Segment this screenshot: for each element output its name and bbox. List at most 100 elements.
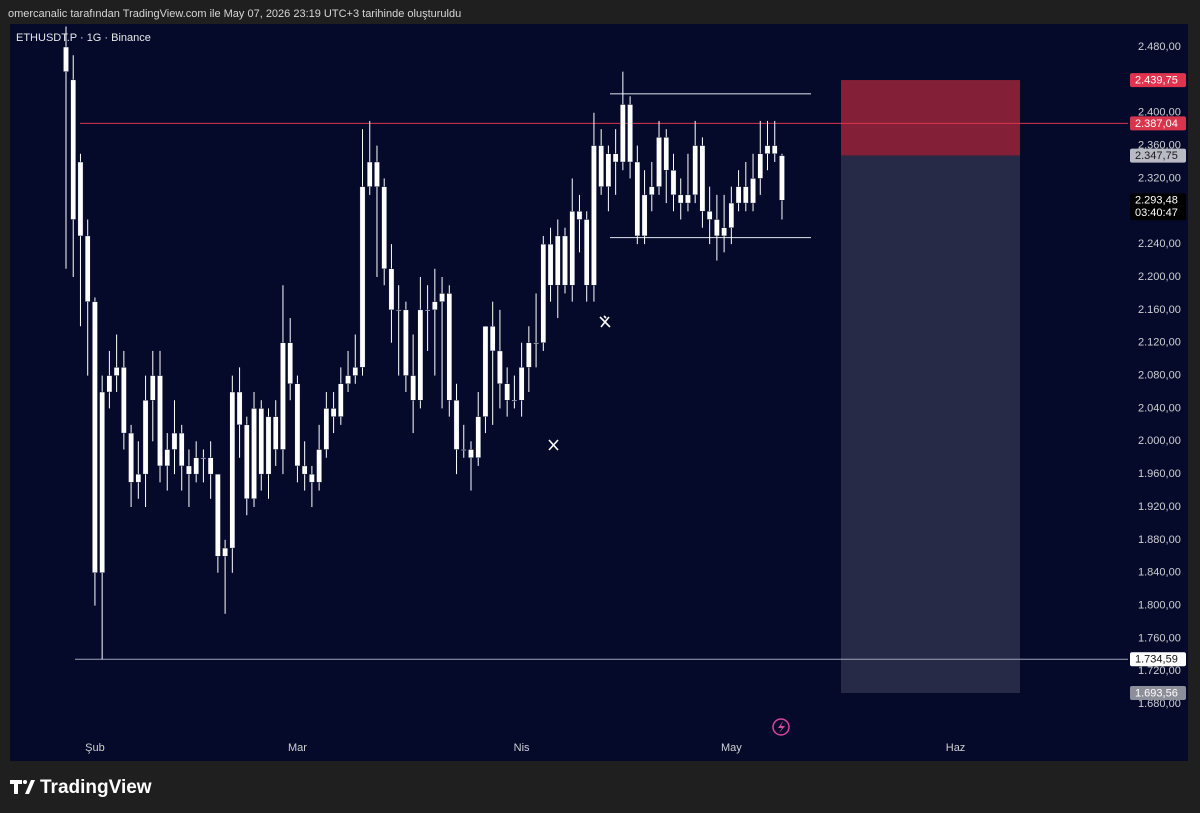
candle-body [627, 104, 633, 163]
caption: omercanalic tarafından TradingView.com i… [8, 8, 461, 20]
candle-body [388, 268, 395, 311]
y-tick-label: 2.080,00 [1138, 369, 1181, 381]
y-tick-label: 2.120,00 [1138, 337, 1181, 349]
candle-body [157, 375, 163, 467]
y-tick-label: 1.840,00 [1138, 567, 1181, 579]
candle-body [395, 309, 402, 312]
y-tick-label: 1.880,00 [1138, 534, 1181, 546]
candle-body [243, 424, 250, 499]
candle-body [497, 350, 503, 384]
candle-body [562, 235, 568, 286]
candle-body [648, 186, 655, 196]
candle-body [641, 194, 648, 237]
candle-body [229, 391, 236, 549]
candle-body [251, 408, 257, 499]
y-tick-label: 2.400,00 [1138, 107, 1181, 119]
candle-body [475, 416, 482, 458]
y-tick-label: 1.720,00 [1138, 665, 1181, 677]
event-icon-bolt [778, 721, 785, 733]
stop-tag: 2.439,75 [1135, 74, 1178, 86]
candle-body [171, 432, 178, 450]
y-tick-label: 2.160,00 [1138, 304, 1181, 316]
candle-body [526, 342, 532, 368]
candle-body [265, 416, 272, 475]
y-tick-label: 2.480,00 [1138, 41, 1181, 53]
candle-body [417, 309, 424, 401]
symbol: ETHUSDT.P · 1G · Binance [16, 32, 151, 44]
candle-body [656, 137, 662, 187]
y-tick-label: 2.320,00 [1138, 172, 1181, 184]
candle-body [612, 153, 619, 163]
candle-body [113, 367, 120, 376]
candle-body [779, 155, 785, 201]
candle-body [236, 391, 243, 426]
candle-body [99, 391, 105, 573]
candle-body [345, 375, 351, 384]
level-tag: 2.387,04 [1135, 118, 1178, 130]
y-tick-label: 2.200,00 [1138, 271, 1181, 283]
candle-body [200, 457, 207, 459]
candle-body [301, 465, 308, 475]
candle-body [92, 301, 98, 573]
level-tag-bg [1130, 116, 1186, 131]
event-icon[interactable] [772, 718, 790, 736]
candle-body [677, 194, 684, 204]
level-tag-bg [1130, 652, 1186, 667]
y-tick-label: 1.800,00 [1138, 599, 1181, 611]
candle-body [287, 342, 293, 384]
logo-text: TradingView [40, 777, 152, 798]
candle-body [663, 137, 670, 171]
y-tick-label: 2.240,00 [1138, 238, 1181, 250]
y-tick-label: 1.920,00 [1138, 501, 1181, 513]
level-tag: 1.734,59 [1135, 654, 1178, 666]
candle-body [446, 293, 453, 401]
candle-body [750, 178, 756, 204]
plot: 2.480,002.440,002.400,002.360,002.320,00… [63, 26, 1186, 754]
candle-body [489, 326, 496, 352]
candle-body [771, 145, 778, 154]
candle-body [272, 416, 279, 450]
candle-body [670, 170, 677, 196]
candle-body [460, 449, 467, 451]
candle-body [106, 375, 113, 393]
candle-body [605, 153, 612, 187]
candle-body [410, 375, 416, 401]
candle-body [714, 219, 720, 237]
x-tick-label: May [721, 742, 742, 754]
candle-body [309, 473, 315, 483]
candle-body [424, 309, 431, 312]
candle-body [620, 104, 626, 163]
candle-body [330, 408, 337, 417]
candle-body [374, 161, 380, 187]
candle-body [294, 383, 301, 467]
candle-body [432, 301, 438, 311]
candle-body [757, 153, 764, 179]
candle-body [84, 235, 91, 302]
stop-tag-bg [1130, 73, 1186, 88]
candle-body [366, 161, 373, 187]
x-tick-label: Mar [288, 742, 307, 754]
x-tick-label: Şub [85, 742, 105, 754]
candle-body [533, 342, 539, 344]
y-tick-label: 1.760,00 [1138, 632, 1181, 644]
candle-body [359, 186, 366, 368]
y-tick-label: 2.000,00 [1138, 435, 1181, 447]
candle-body [634, 161, 641, 237]
candle-body [540, 243, 547, 343]
candle-body [258, 408, 265, 475]
candle-body [186, 465, 192, 475]
x-tick-label: Haz [946, 742, 966, 754]
entry-tag: 2.347,75 [1135, 150, 1178, 162]
target-tag-bg [1130, 686, 1186, 701]
candle-body [142, 400, 149, 475]
candle-body [518, 367, 525, 401]
candle-body [70, 79, 77, 220]
y-tick-label: 2.360,00 [1138, 139, 1181, 151]
candle-body [569, 211, 576, 286]
candle-body [706, 211, 713, 220]
logo-mark [10, 780, 35, 794]
candle-body [207, 457, 214, 475]
candle-body [728, 202, 735, 228]
candle-body [128, 432, 134, 483]
candle-body [764, 145, 771, 154]
